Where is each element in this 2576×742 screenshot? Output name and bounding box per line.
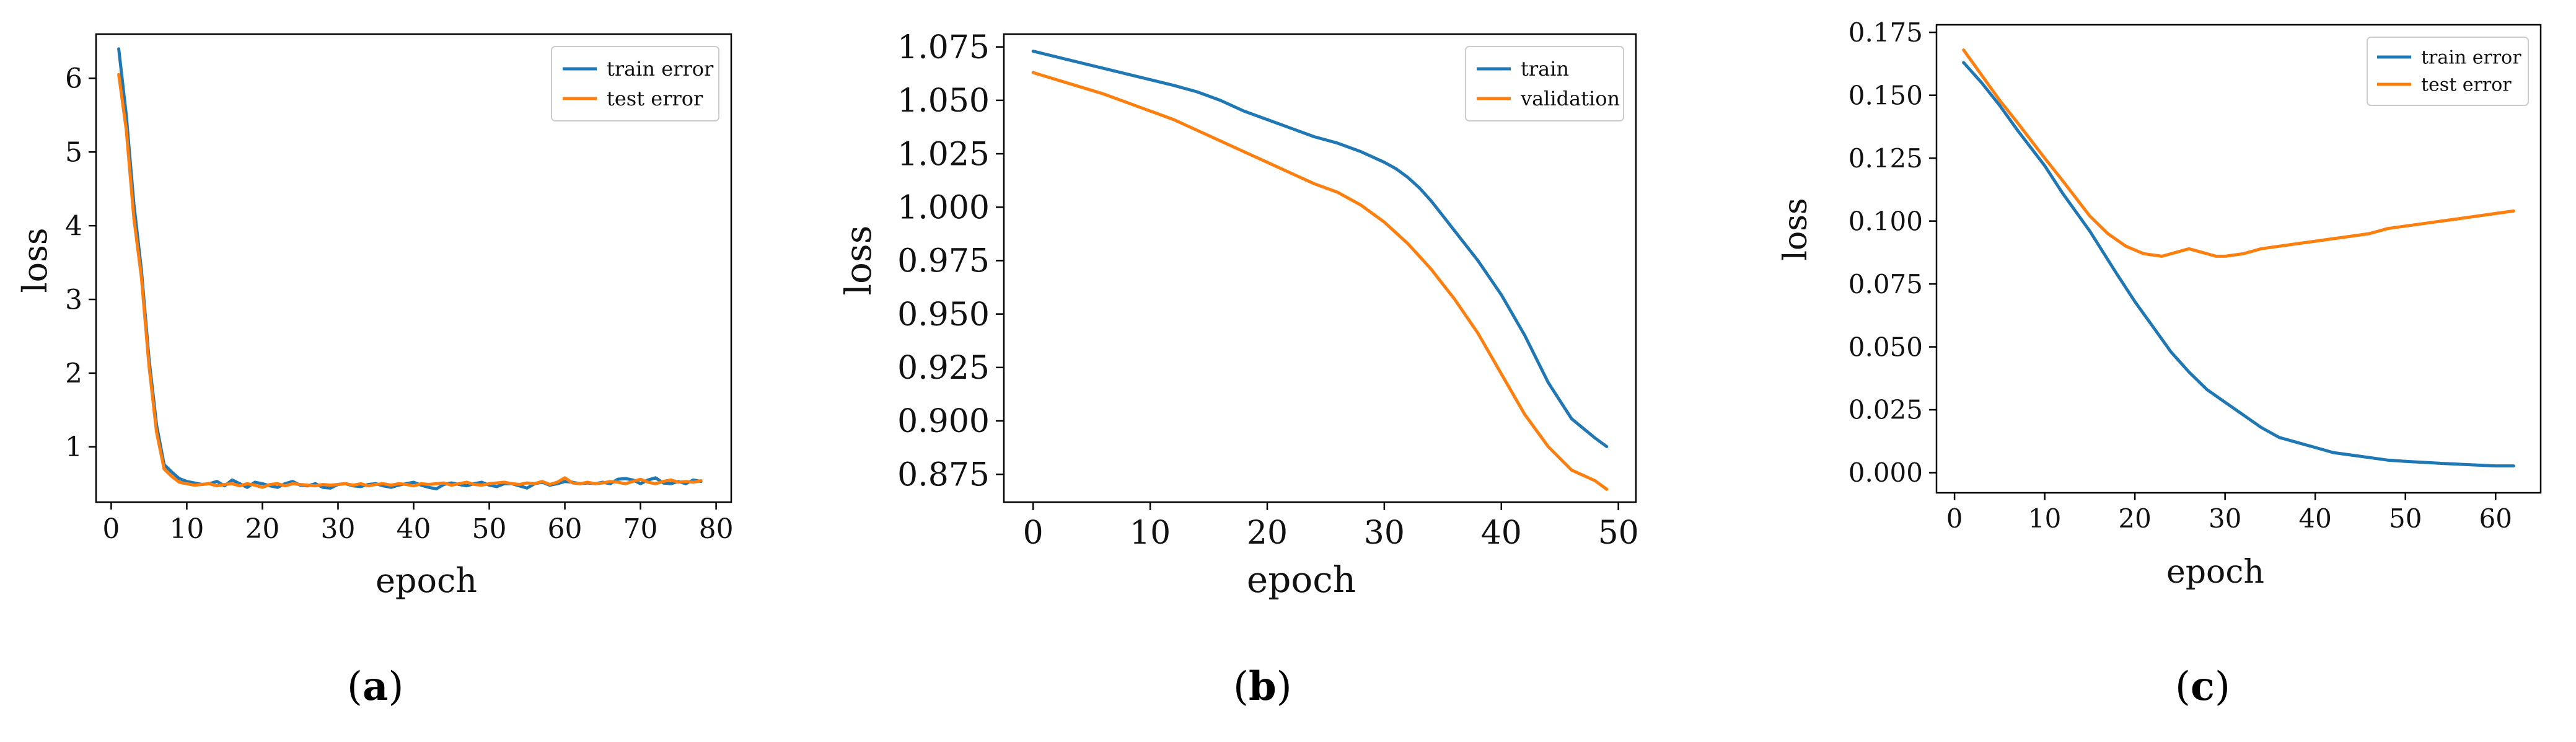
chart-b-series-validation	[1031, 71, 1609, 491]
chart-b-y-tick-label: 1.000	[897, 189, 990, 226]
chart-b-x-tick-label: 50	[1598, 515, 1639, 552]
chart-c-x-tick-label: 30	[2209, 503, 2241, 534]
chart-c-x-tick-label: 20	[2118, 503, 2151, 534]
chart-a-x-tick-label: 70	[623, 513, 658, 545]
chart-a-x-tick-label: 30	[320, 513, 355, 545]
chart-c-y-tick-label: 0.075	[1848, 269, 1923, 299]
chart-b: 0 10 20 30 40 50 0.875 0.900 0.925 0.950 0.975 1.00…	[837, 29, 1639, 601]
chart-c-x-tick-label: 60	[2479, 503, 2512, 534]
chart-b-y-tick-label: 1.050	[897, 82, 990, 120]
chart-c-y-tick-label: 0.025	[1848, 395, 1923, 425]
chart-c-y-tick-label: 0.125	[1848, 143, 1923, 174]
chart-b-y-tick-label: 0.950	[897, 296, 990, 333]
chart-a-plot-area: 0 10 20 30 40 50 60 70 80 1 2 3 4 5 6 train error test e…	[65, 33, 734, 545]
chart-a: 0 10 20 30 40 50 60 70 80 1 2 3 4 5 6 train error test e…	[15, 33, 734, 600]
caption-b: (b)	[1233, 663, 1292, 710]
caption-a-letter: a	[362, 663, 389, 710]
chart-a-x-tick-label: 20	[245, 513, 279, 545]
chart-c-legend-label: test error	[2421, 74, 2512, 96]
chart-c-y-axis-title: loss	[1777, 198, 1814, 260]
chart-b-series-train	[1031, 50, 1609, 448]
chart-c-y-tick-label: 0.150	[1848, 80, 1923, 110]
chart-c-series-train-error	[1962, 61, 2515, 468]
chart-b-y-tick-label: 1.025	[897, 136, 990, 173]
chart-c-y-tick-label: 0.100	[1848, 206, 1923, 236]
chart-b-x-tick-label: 30	[1364, 515, 1405, 552]
chart-b-x-tick-label: 20	[1247, 515, 1288, 552]
chart-c-x-tick-label: 10	[2028, 503, 2061, 534]
chart-c-y-tick-label: 0.175	[1848, 17, 1923, 48]
chart-b-plot-area: 0 10 20 30 40 50 0.875 0.900 0.925 0.950 0.975 1.00…	[897, 29, 1639, 552]
chart-a-x-tick-label: 60	[548, 513, 582, 545]
chart-a-x-tick-label: 80	[699, 513, 734, 545]
chart-b-y-tick-label: 0.900	[897, 403, 990, 440]
chart-c-legend-label: train error	[2421, 47, 2521, 69]
chart-b-y-tick-label: 0.925	[897, 350, 990, 387]
chart-c-series-test-error	[1962, 48, 2515, 258]
chart-a-y-tick-label: 1	[65, 431, 82, 463]
chart-c-x-tick-label: 40	[2298, 503, 2331, 534]
caption-c-letter: c	[2190, 663, 2215, 710]
chart-b-x-tick-label: 0	[1023, 515, 1044, 552]
chart-a-y-tick-label: 2	[65, 358, 82, 389]
chart-a-x-tick-label: 50	[472, 513, 507, 545]
chart-c-legend-box	[2367, 37, 2529, 106]
chart-c-y-tick-label: 0.000	[1848, 457, 1923, 488]
chart-a-x-tick-label: 0	[102, 513, 120, 545]
chart-b-x-tick-label: 40	[1481, 515, 1522, 552]
chart-c-plot-area: 0 10 20 30 40 50 60 0.000 0.025 0.050 0.075 0.100 0.…	[1848, 17, 2542, 534]
chart-c-x-tick-label: 0	[1946, 503, 1963, 534]
chart-a-legend-label: train error	[607, 57, 714, 81]
chart-a-series-test-error	[117, 73, 703, 489]
chart-a-y-tick-label: 6	[65, 63, 82, 95]
chart-b-frame	[1003, 33, 1637, 503]
caption-a: (a)	[347, 663, 404, 710]
chart-b-y-tick-label: 1.075	[897, 29, 990, 66]
caption-b-letter: b	[1248, 663, 1277, 710]
chart-a-x-tick-label: 10	[169, 513, 204, 545]
chart-b-legend-box	[1465, 46, 1624, 121]
chart-b-legend-label: validation	[1520, 87, 1620, 110]
chart-b-x-tick-label: 10	[1130, 515, 1171, 552]
chart-a-legend-box	[551, 46, 719, 121]
chart-b-x-axis-title: epoch	[1247, 559, 1356, 601]
chart-b-legend-label: train	[1521, 57, 1569, 81]
chart-b-y-axis-title: loss	[837, 226, 879, 296]
chart-c-frame	[1935, 24, 2542, 494]
caption-c: (c)	[2175, 663, 2230, 710]
chart-c-y-tick-label: 0.050	[1848, 332, 1923, 362]
chart-a-x-axis-title: epoch	[376, 561, 477, 600]
chart-a-legend-label: test error	[607, 87, 703, 110]
chart-a-y-tick-label: 3	[65, 284, 82, 316]
chart-a-y-tick-label: 5	[65, 137, 82, 169]
chart-a-y-axis-title: loss	[15, 227, 55, 293]
chart-b-y-tick-label: 0.975	[897, 243, 990, 280]
chart-a-x-tick-label: 40	[397, 513, 431, 545]
chart-c-x-tick-label: 50	[2389, 503, 2422, 534]
chart-c: 0 10 20 30 40 50 60 0.000 0.025 0.050 0.075 0.100 0.…	[1777, 17, 2542, 591]
chart-c-x-axis-title: epoch	[2166, 554, 2264, 591]
chart-b-y-tick-label: 0.875	[897, 456, 990, 493]
chart-a-y-tick-label: 4	[65, 211, 82, 242]
